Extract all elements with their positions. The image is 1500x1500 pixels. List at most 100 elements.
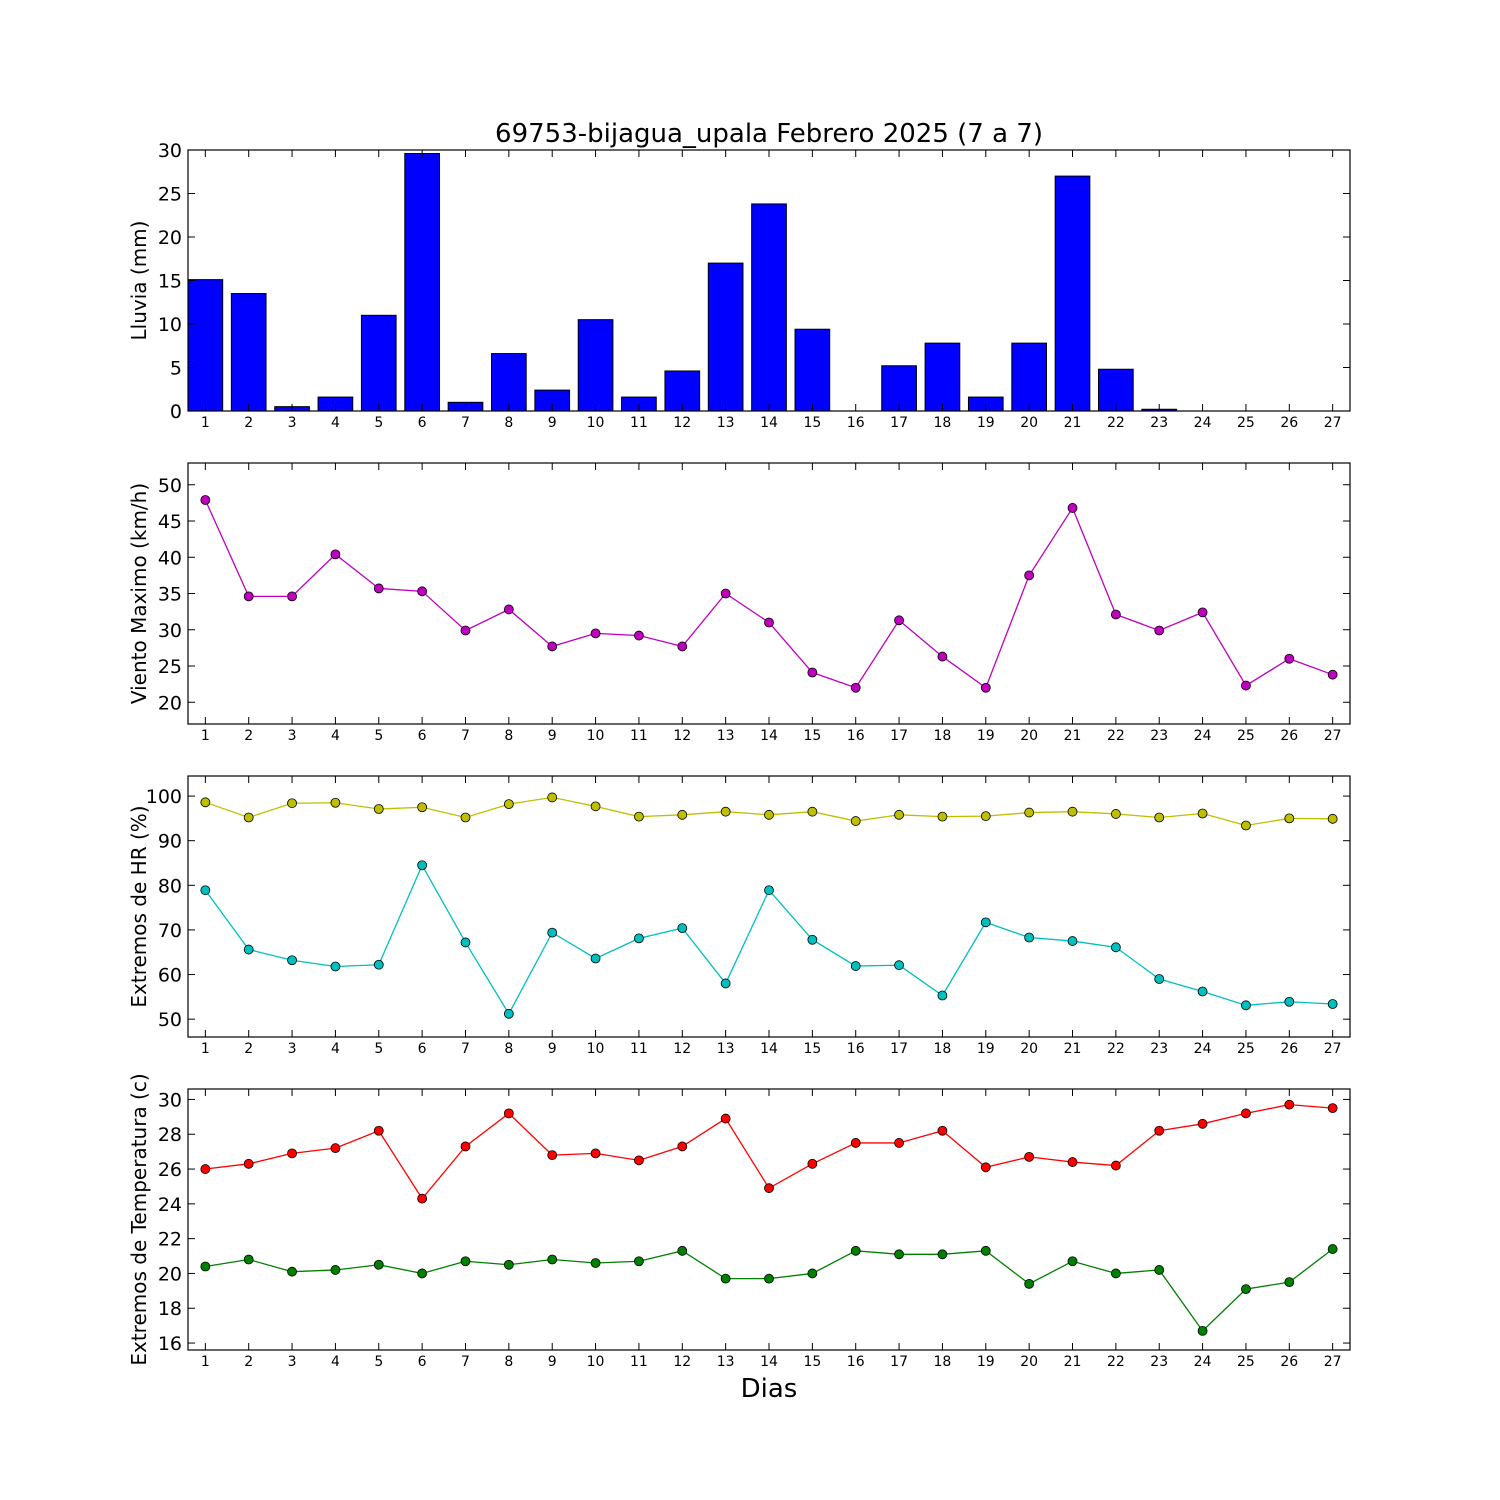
- series-2-point-day-8: [503, 1008, 514, 1019]
- x-tick-label: 7: [461, 415, 470, 431]
- x-tick-label: 1: [201, 415, 210, 431]
- series-2-point-day-15: [807, 934, 818, 945]
- x-tick-label: 16: [847, 1041, 865, 1057]
- series-1-point-day-6: [417, 802, 428, 813]
- x-tick-label: 7: [461, 1354, 470, 1370]
- series-2-point-day-20: [1024, 1278, 1035, 1289]
- series-1-point-day-1: [200, 797, 211, 808]
- x-tick-label: 25: [1237, 728, 1255, 744]
- series-1-point-day-20: [1024, 807, 1035, 818]
- y-tick-label: 70: [158, 920, 182, 942]
- x-tick-label: 1: [201, 1354, 210, 1370]
- series-2-point-day-27: [1327, 1244, 1338, 1254]
- x-tick-label: 9: [548, 1041, 557, 1057]
- series-1-point-day-11: [634, 811, 644, 822]
- series-2-point-day-12: [677, 923, 688, 934]
- series-2-point-day-26: [1284, 1277, 1295, 1288]
- x-tick-label: 5: [374, 415, 383, 431]
- x-tick-label: 13: [717, 415, 735, 431]
- series-2-point-day-24: [1197, 986, 1208, 997]
- series-2-point-day-15: [807, 1268, 818, 1279]
- y-tick-label: 40: [158, 547, 182, 569]
- series-1-point-day-18: [937, 1125, 948, 1136]
- x-tick-label: 8: [504, 415, 513, 431]
- series-1-point-day-26: [1284, 813, 1295, 824]
- x-tick-label: 13: [717, 1354, 735, 1370]
- series-2-point-day-7: [460, 937, 471, 948]
- x-tick-label: 20: [1020, 415, 1038, 431]
- x-tick-label: 24: [1194, 728, 1212, 744]
- series-1-point-day-8: [503, 604, 514, 615]
- x-tick-label: 10: [587, 415, 605, 431]
- x-tick-label: 10: [587, 1354, 605, 1370]
- series-1-point-day-22: [1110, 609, 1121, 620]
- series-1-point-day-15: [807, 806, 818, 817]
- series-2-point-day-22: [1110, 1268, 1121, 1279]
- series-1-point-day-3: [287, 591, 297, 602]
- series-1-point-day-13: [720, 1113, 731, 1124]
- series-2-point-day-23: [1154, 1265, 1165, 1275]
- series-1-point-day-26: [1284, 1099, 1295, 1110]
- series-1-point-day-18: [937, 651, 948, 662]
- series-2-point-day-14: [764, 1273, 774, 1284]
- series-2-point-day-10: [590, 1258, 601, 1268]
- series-1-point-day-4: [330, 797, 341, 808]
- x-tick-label: 2: [244, 415, 253, 431]
- x-tick-label: 23: [1150, 1354, 1168, 1370]
- x-tick-label: 27: [1324, 728, 1342, 744]
- y-tick-label: 16: [158, 1333, 182, 1355]
- series-2-point-day-3: [287, 955, 297, 966]
- x-tick-label: 20: [1020, 728, 1038, 744]
- x-tick-label: 1: [201, 1041, 210, 1057]
- series-1-point-day-3: [287, 1148, 297, 1159]
- series-2-point-day-2: [243, 944, 254, 955]
- series-1-point-day-14: [764, 809, 774, 820]
- bar-day-6: [404, 152, 440, 412]
- x-tick-label: 14: [760, 1041, 778, 1057]
- series-1-point-day-2: [243, 812, 254, 823]
- bar-day-18: [924, 342, 961, 412]
- x-tick-label: 22: [1107, 415, 1125, 431]
- x-tick-label: 3: [288, 415, 297, 431]
- x-tick-label: 17: [890, 1354, 908, 1370]
- x-tick-label: 25: [1237, 1041, 1255, 1057]
- series-1-point-day-23: [1154, 812, 1165, 823]
- x-tick-label: 5: [374, 728, 383, 744]
- series-1-point-day-4: [330, 549, 341, 560]
- series-1-point-day-27: [1327, 1103, 1338, 1114]
- series-1-point-day-27: [1327, 813, 1338, 824]
- series-2-point-day-7: [460, 1256, 471, 1267]
- x-tick-label: 22: [1107, 1041, 1125, 1057]
- bar-day-13: [707, 262, 744, 412]
- bar-day-10: [577, 319, 614, 412]
- x-tick-label: 3: [288, 1041, 297, 1057]
- series-1-point-day-9: [547, 641, 558, 652]
- x-tick-label: 26: [1280, 415, 1298, 431]
- x-tick-label: 11: [630, 728, 648, 744]
- x-tick-label: 19: [977, 1354, 995, 1370]
- series-2-point-day-9: [547, 927, 558, 938]
- y-tick-label: 20: [158, 227, 182, 249]
- series-1-point-day-12: [677, 1141, 688, 1152]
- series-2-point-day-11: [634, 1256, 644, 1267]
- x-tick-label: 26: [1280, 1354, 1298, 1370]
- x-tick-label: 21: [1064, 415, 1082, 431]
- series-2-point-day-25: [1241, 1000, 1251, 1011]
- series-1-point-day-1: [200, 495, 211, 505]
- y-tick-label: 26: [158, 1159, 182, 1181]
- x-tick-label: 13: [717, 1041, 735, 1057]
- bar-day-21: [1054, 175, 1091, 412]
- x-tick-label: 18: [934, 728, 952, 744]
- x-tick-label: 12: [673, 728, 691, 744]
- x-tick-label: 17: [890, 728, 908, 744]
- series-1-point-day-1: [200, 1164, 211, 1174]
- x-tick-label: 1: [201, 728, 210, 744]
- x-tick-label: 4: [331, 1041, 340, 1057]
- x-tick-label: 19: [977, 415, 995, 431]
- y-axis-title: Extremos de HR (%): [127, 805, 151, 1007]
- series-1-point-day-17: [894, 615, 904, 626]
- series-2-point-day-5: [373, 959, 384, 970]
